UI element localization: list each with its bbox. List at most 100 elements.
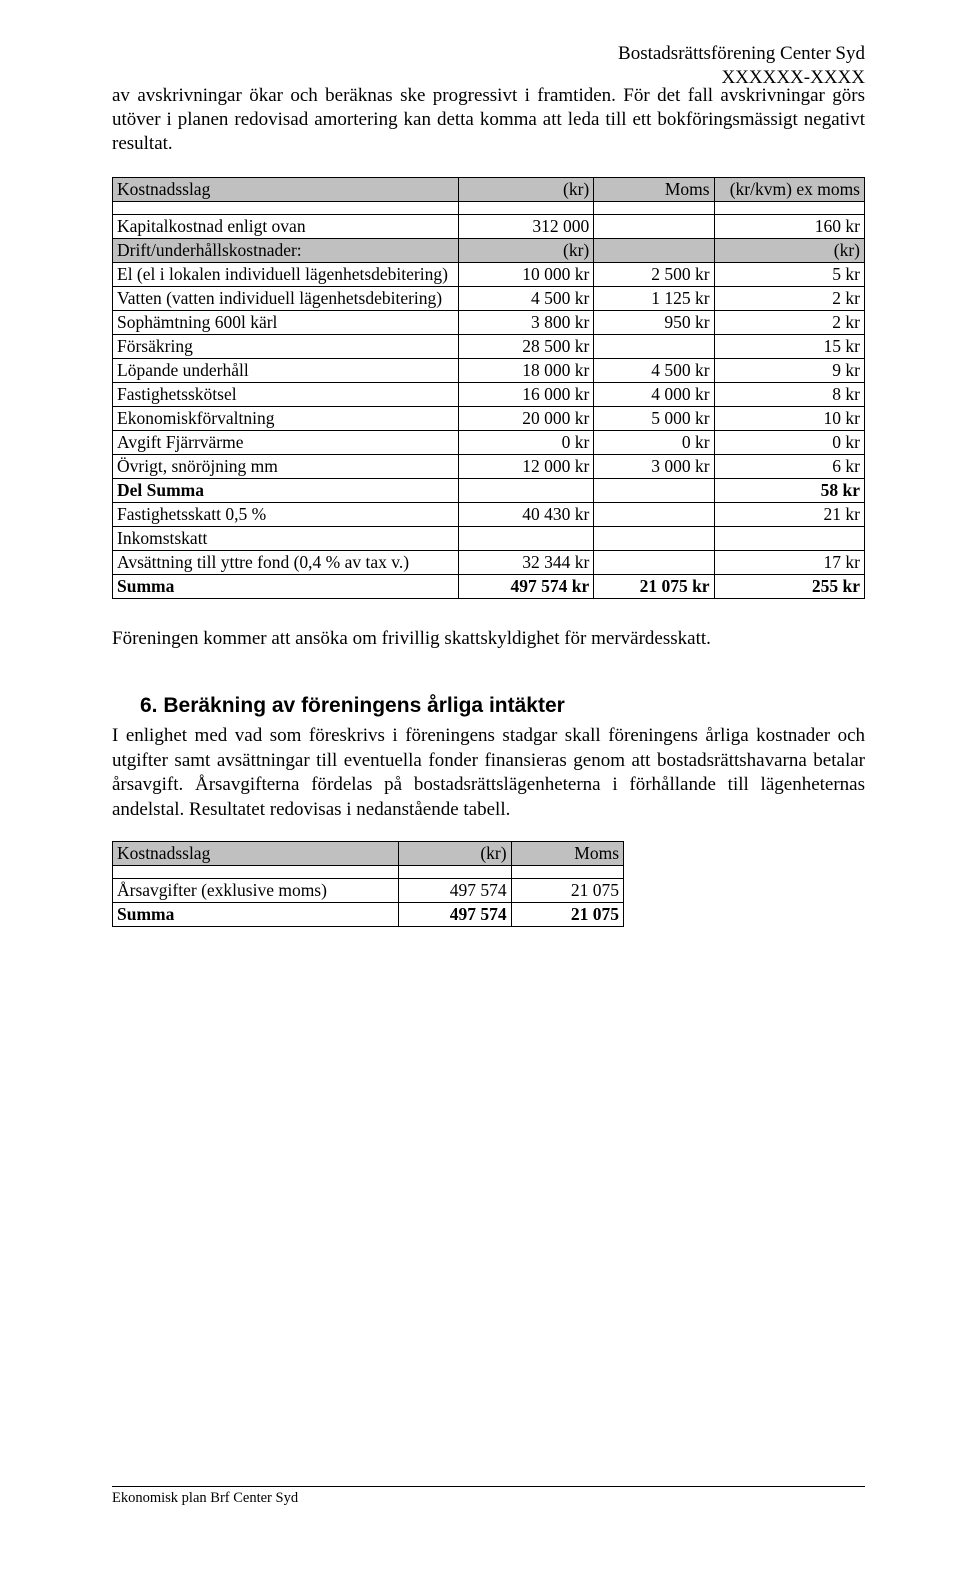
table-cell: 21 075 (511, 878, 623, 902)
income-table: Kostnadsslag (kr) Moms Årsavgifter (exkl… (112, 841, 624, 927)
table-row: Avgift Fjärrvärme0 kr0 kr0 kr (113, 431, 865, 455)
table-cell: 497 574 (399, 878, 511, 902)
cost-table: Kostnadsslag (kr) Moms (kr/kvm) ex moms … (112, 177, 865, 599)
table-cell: 12 000 kr (458, 455, 593, 479)
table-cell: 5 000 kr (594, 407, 714, 431)
page-footer: Ekonomisk plan Brf Center Syd (112, 1486, 865, 1507)
table-cell (594, 503, 714, 527)
table-cell: 160 kr (714, 215, 864, 239)
table-cell: (kr) (458, 239, 593, 263)
table-row: Försäkring28 500 kr15 kr (113, 335, 865, 359)
table-cell: 17 kr (714, 551, 864, 575)
header-org-number: XXXXXX-XXXX (618, 66, 865, 90)
table-cell: Sophämtning 600l kärl (113, 311, 459, 335)
table-cell: 32 344 kr (458, 551, 593, 575)
table-cell: 2 kr (714, 311, 864, 335)
table-cell: Ekonomiskförvaltning (113, 407, 459, 431)
section-6-heading: 6. Beräkning av föreningens årliga intäk… (140, 694, 865, 718)
table-cell: 1 125 kr (594, 287, 714, 311)
table-cell: 497 574 (399, 902, 511, 926)
table-cell: 9 kr (714, 359, 864, 383)
footer-text: Ekonomisk plan Brf Center Syd (112, 1490, 298, 1506)
table-cell: 15 kr (714, 335, 864, 359)
table-cell: Försäkring (113, 335, 459, 359)
table-cell: 5 kr (714, 263, 864, 287)
table-cell: Fastighetsskötsel (113, 383, 459, 407)
table-cell (458, 479, 593, 503)
th-kr: (kr) (458, 178, 593, 202)
th-moms: Moms (594, 178, 714, 202)
page-header-right: Bostadsrättsförening Center Syd XXXXXX-X… (618, 42, 865, 90)
table-row: Sophämtning 600l kärl3 800 kr950 kr2 kr (113, 311, 865, 335)
table-cell: 0 kr (458, 431, 593, 455)
table-cell: 40 430 kr (458, 503, 593, 527)
table-cell: Vatten (vatten individuell lägenhetsdebi… (113, 287, 459, 311)
page: Bostadsrättsförening Center Syd XXXXXX-X… (0, 0, 960, 1579)
table-cell: 6 kr (714, 455, 864, 479)
th2-kostnadsslag: Kostnadsslag (113, 841, 399, 865)
income-table-spacer (113, 865, 624, 878)
table-cell: 58 kr (714, 479, 864, 503)
table-cell (594, 215, 714, 239)
table-row: Fastighetsskötsel16 000 kr4 000 kr8 kr (113, 383, 865, 407)
table-cell: 3 000 kr (594, 455, 714, 479)
table-cell: Inkomstskatt (113, 527, 459, 551)
table-row: Årsavgifter (exklusive moms)497 57421 07… (113, 878, 624, 902)
table-cell (714, 527, 864, 551)
table-row: Övrigt, snöröjning mm12 000 kr3 000 kr6 … (113, 455, 865, 479)
table-row: Ekonomiskförvaltning20 000 kr5 000 kr10 … (113, 407, 865, 431)
table-cell: Kapitalkostnad enligt ovan (113, 215, 459, 239)
intro-paragraph: av avskrivningar ökar och beräknas ske p… (112, 84, 865, 155)
table-row: Inkomstskatt (113, 527, 865, 551)
table-cell: 312 000 (458, 215, 593, 239)
table-cell: Del Summa (113, 479, 459, 503)
table-cell: 4 500 kr (458, 287, 593, 311)
table-cell (594, 479, 714, 503)
table-cell: 18 000 kr (458, 359, 593, 383)
table-cell (594, 551, 714, 575)
table-cell: 950 kr (594, 311, 714, 335)
table-cell: Löpande underhåll (113, 359, 459, 383)
table-row: Del Summa 58 kr (113, 479, 865, 503)
table-cell: 4 500 kr (594, 359, 714, 383)
table-cell: Övrigt, snöröjning mm (113, 455, 459, 479)
table-cell: 16 000 kr (458, 383, 593, 407)
table-cell: Fastighetsskatt 0,5 % (113, 503, 459, 527)
table-cell (594, 239, 714, 263)
table-cell: El (el i lokalen individuell lägenhetsde… (113, 263, 459, 287)
table-row: Summa497 57421 075 (113, 902, 624, 926)
table-cell: 21 kr (714, 503, 864, 527)
table-cell: 0 kr (594, 431, 714, 455)
table-cell: 3 800 kr (458, 311, 593, 335)
table-row: Kapitalkostnad enligt ovan312 000 160 kr (113, 215, 865, 239)
th-krkvm: (kr/kvm) ex moms (714, 178, 864, 202)
table-cell: Summa (113, 902, 399, 926)
table-cell: Avsättning till yttre fond (0,4 % av tax… (113, 551, 459, 575)
table-cell: 8 kr (714, 383, 864, 407)
table-cell: 10 000 kr (458, 263, 593, 287)
table-row: Drift/underhållskostnader:(kr)(kr) (113, 239, 865, 263)
table-cell: Drift/underhållskostnader: (113, 239, 459, 263)
cost-table-header: Kostnadsslag (kr) Moms (kr/kvm) ex moms (113, 178, 865, 202)
table-row: Löpande underhåll18 000 kr4 500 kr9 kr (113, 359, 865, 383)
table-cell: (kr) (714, 239, 864, 263)
table-cell: 21 075 (511, 902, 623, 926)
table-cell: 2 500 kr (594, 263, 714, 287)
table-cell: 0 kr (714, 431, 864, 455)
table-cell: 255 kr (714, 575, 864, 599)
th2-moms: Moms (511, 841, 623, 865)
table-cell: 4 000 kr (594, 383, 714, 407)
table-cell (458, 527, 593, 551)
table-cell: 20 000 kr (458, 407, 593, 431)
table-row: Vatten (vatten individuell lägenhetsdebi… (113, 287, 865, 311)
table-row: Fastighetsskatt 0,5 %40 430 kr 21 kr (113, 503, 865, 527)
header-org-name: Bostadsrättsförening Center Syd (618, 42, 865, 66)
th2-kr: (kr) (399, 841, 511, 865)
table-cell (594, 527, 714, 551)
table-cell: 497 574 kr (458, 575, 593, 599)
table-cell: 2 kr (714, 287, 864, 311)
table-cell: Summa (113, 575, 459, 599)
table-row: Summa497 574 kr21 075 kr255 kr (113, 575, 865, 599)
table-cell: 10 kr (714, 407, 864, 431)
cost-table-spacer (113, 202, 865, 215)
